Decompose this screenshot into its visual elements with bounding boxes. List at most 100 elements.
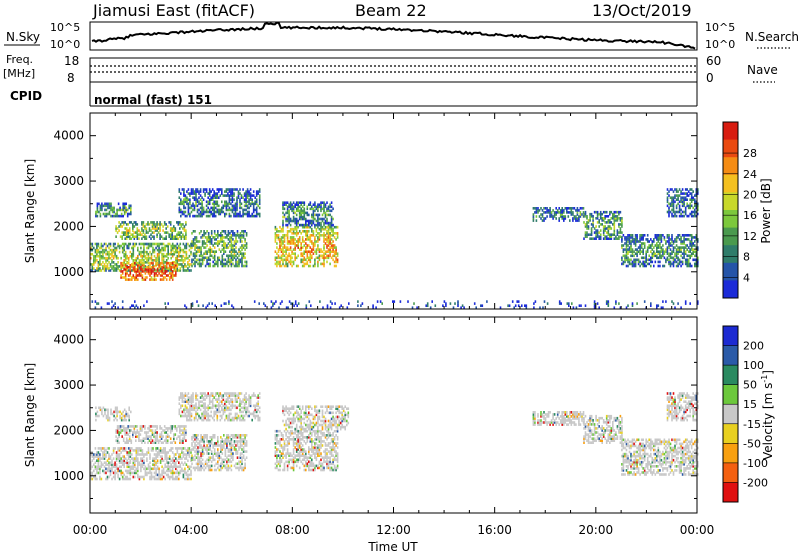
range-gate-cell bbox=[229, 262, 231, 266]
range-gate-cell bbox=[169, 441, 172, 444]
range-gate-cell bbox=[171, 447, 174, 450]
range-gate-cell bbox=[251, 200, 253, 204]
range-gate-cell bbox=[279, 248, 281, 251]
range-gate-cell bbox=[323, 203, 325, 206]
range-gate-cell bbox=[692, 196, 694, 199]
y-tick-label: 1000 bbox=[53, 265, 84, 279]
range-gate-cell bbox=[183, 192, 185, 195]
range-gate-cell bbox=[157, 441, 160, 444]
range-gate-cell bbox=[152, 447, 154, 450]
range-gate-cell bbox=[162, 475, 165, 479]
range-gate-cell bbox=[123, 242, 125, 246]
range-gate-cell bbox=[198, 254, 201, 258]
range-gate-cell bbox=[151, 231, 154, 234]
range-gate-cell bbox=[639, 250, 641, 253]
range-gate-cell bbox=[180, 198, 182, 201]
range-gate-cell bbox=[277, 260, 280, 264]
range-gate-cell bbox=[203, 436, 205, 439]
range-gate-cell bbox=[201, 206, 203, 210]
range-gate-cell bbox=[218, 234, 221, 237]
range-gate-cell bbox=[156, 270, 159, 273]
range-gate-cell bbox=[114, 252, 116, 256]
range-gate-cell bbox=[175, 268, 177, 271]
range-gate-cell bbox=[175, 453, 177, 456]
range-gate-cell bbox=[97, 453, 100, 456]
range-gate-cell bbox=[201, 244, 204, 247]
range-gate-cell bbox=[229, 250, 231, 253]
range-gate-cell bbox=[169, 221, 172, 224]
range-gate-cell bbox=[321, 250, 324, 253]
range-gate-cell bbox=[311, 205, 313, 209]
range-gate-cell bbox=[114, 248, 116, 252]
range-gate-cell bbox=[173, 235, 175, 238]
range-gate-cell bbox=[306, 236, 309, 239]
range-gate-cell bbox=[324, 225, 327, 229]
range-gate-cell bbox=[454, 302, 456, 305]
range-gate-cell bbox=[108, 418, 111, 422]
range-gate-cell bbox=[153, 254, 156, 258]
range-gate-cell bbox=[282, 262, 284, 266]
range-gate-cell bbox=[91, 453, 94, 456]
range-gate-cell bbox=[149, 465, 151, 469]
range-gate-cell bbox=[94, 250, 97, 254]
range-gate-cell bbox=[161, 457, 163, 460]
range-gate-cell bbox=[298, 205, 301, 209]
range-gate-cell bbox=[332, 254, 334, 258]
range-gate-cell bbox=[152, 242, 154, 246]
range-gate-cell bbox=[308, 221, 310, 225]
range-gate-cell bbox=[241, 254, 243, 258]
range-gate-cell bbox=[590, 215, 593, 218]
range-gate-cell bbox=[167, 457, 169, 460]
range-gate-cell bbox=[613, 227, 616, 230]
range-gate-cell bbox=[221, 208, 223, 212]
range-gate-cell bbox=[315, 248, 318, 251]
range-gate-cell bbox=[191, 304, 194, 307]
range-gate-cell bbox=[213, 196, 215, 199]
range-gate-cell bbox=[117, 306, 119, 309]
range-gate-cell bbox=[229, 244, 231, 247]
range-gate-cell bbox=[586, 217, 588, 220]
range-gate-cell bbox=[687, 214, 690, 218]
range-gate-cell bbox=[621, 221, 623, 224]
range-gate-cell bbox=[681, 210, 684, 214]
range-gate-cell bbox=[159, 261, 162, 265]
range-gate-cell bbox=[233, 212, 235, 216]
range-gate-cell bbox=[95, 414, 97, 418]
range-gate-cell bbox=[179, 242, 182, 246]
range-gate-cell bbox=[154, 431, 157, 434]
range-gate-cell bbox=[121, 270, 124, 273]
range-gate-cell bbox=[147, 451, 150, 454]
range-gate-cell bbox=[598, 237, 600, 240]
range-gate-cell bbox=[445, 302, 447, 305]
range-gate-cell bbox=[137, 261, 139, 265]
range-gate-cell bbox=[173, 437, 175, 440]
range-gate-cell bbox=[111, 453, 113, 456]
range-gate-cell bbox=[326, 225, 328, 229]
range-gate-cell bbox=[206, 250, 208, 253]
range-gate-cell bbox=[144, 453, 147, 456]
range-gate-cell bbox=[584, 233, 587, 236]
range-gate-cell bbox=[320, 221, 322, 225]
range-gate-cell bbox=[252, 206, 255, 210]
range-gate-cell bbox=[535, 211, 538, 214]
range-gate-cell bbox=[118, 225, 120, 228]
range-gate-cell bbox=[147, 427, 149, 430]
range-gate-cell bbox=[163, 223, 166, 226]
range-gate-cell bbox=[165, 439, 167, 442]
range-gate-cell bbox=[242, 234, 245, 237]
range-gate-cell bbox=[230, 188, 232, 191]
range-gate-cell bbox=[615, 300, 617, 303]
range-gate-cell bbox=[231, 196, 234, 199]
range-gate-cell bbox=[258, 190, 261, 193]
range-gate-cell bbox=[321, 227, 324, 231]
range-gate-cell bbox=[112, 250, 115, 254]
range-gate-cell bbox=[572, 213, 574, 216]
range-gate-cell bbox=[277, 238, 280, 241]
range-gate-cell bbox=[224, 194, 226, 197]
range-gate-cell bbox=[136, 229, 139, 232]
range-gate-cell bbox=[642, 252, 644, 255]
range-gate-cell bbox=[164, 453, 166, 456]
range-gate-cell bbox=[294, 300, 297, 303]
range-gate-cell bbox=[317, 225, 319, 229]
range-gate-cell bbox=[659, 236, 661, 239]
